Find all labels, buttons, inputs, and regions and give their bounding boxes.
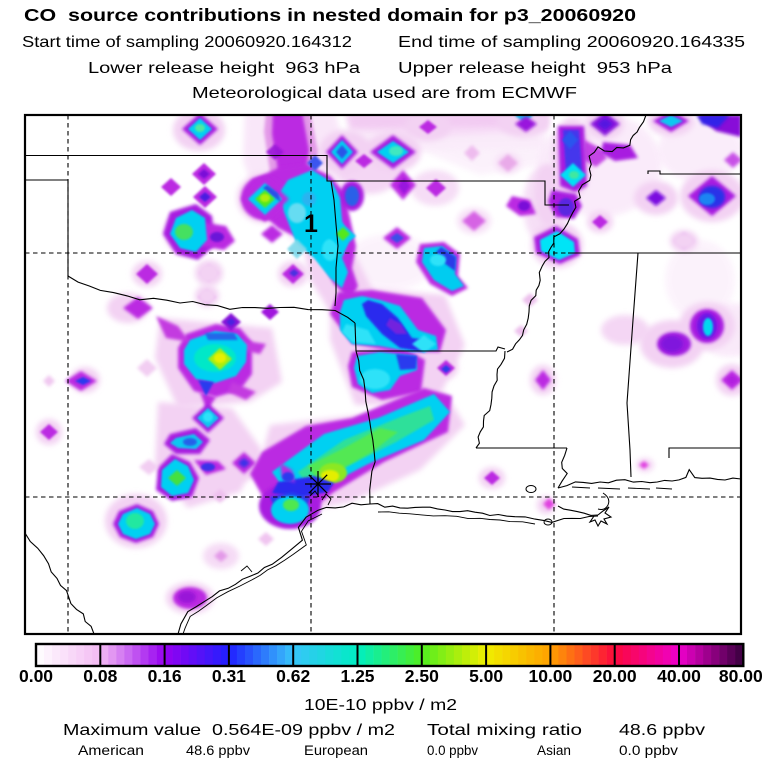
svg-text:2.50: 2.50 — [405, 666, 439, 686]
svg-text:5.00: 5.00 — [469, 666, 503, 686]
svg-text:End time of sampling 20060920.: End time of sampling 20060920.164335 — [398, 34, 745, 51]
svg-text:CO source contributions in ne: CO source contributions in nested domain… — [24, 5, 636, 25]
svg-text:0.08: 0.08 — [83, 666, 117, 686]
svg-text:0.31: 0.31 — [212, 666, 246, 686]
svg-text:20.00: 20.00 — [593, 666, 637, 686]
svg-text:0.00: 0.00 — [19, 666, 53, 686]
svg-text:80.00: 80.00 — [719, 666, 763, 686]
svg-text:1: 1 — [304, 210, 318, 238]
svg-text:Upper release height 953 hPa: Upper release height 953 hPa — [398, 60, 672, 77]
svg-text:10E-10 ppbv / m2: 10E-10 ppbv / m2 — [304, 697, 457, 714]
svg-text:Maximum value 0.564E-09 ppbv: Maximum value 0.564E-09 ppbv / m2 — [63, 722, 395, 739]
svg-text:40.00: 40.00 — [657, 666, 701, 686]
svg-text:0.0 ppbv: 0.0 ppbv — [427, 743, 478, 758]
svg-text:Meteorological data used are f: Meteorological data used are from ECMWF — [192, 85, 577, 102]
svg-text:48.6 ppbv: 48.6 ppbv — [619, 722, 705, 739]
svg-text:0.0 ppbv: 0.0 ppbv — [619, 743, 678, 758]
svg-text:1.25: 1.25 — [340, 666, 374, 686]
svg-text:10.00: 10.00 — [529, 666, 573, 686]
svg-text:Lower release height 963 hPa: Lower release height 963 hPa — [88, 60, 360, 77]
svg-text:48.6 ppbv: 48.6 ppbv — [186, 743, 250, 758]
svg-text:American: American — [78, 743, 144, 758]
svg-text:European: European — [304, 743, 368, 758]
svg-text:0.62: 0.62 — [276, 666, 310, 686]
svg-text:0.16: 0.16 — [148, 666, 182, 686]
svg-text:Asian: Asian — [537, 743, 571, 758]
svg-text:Start time of sampling 2006092: Start time of sampling 20060920.164312 — [22, 34, 352, 51]
svg-text:Total mixing ratio: Total mixing ratio — [427, 722, 582, 739]
